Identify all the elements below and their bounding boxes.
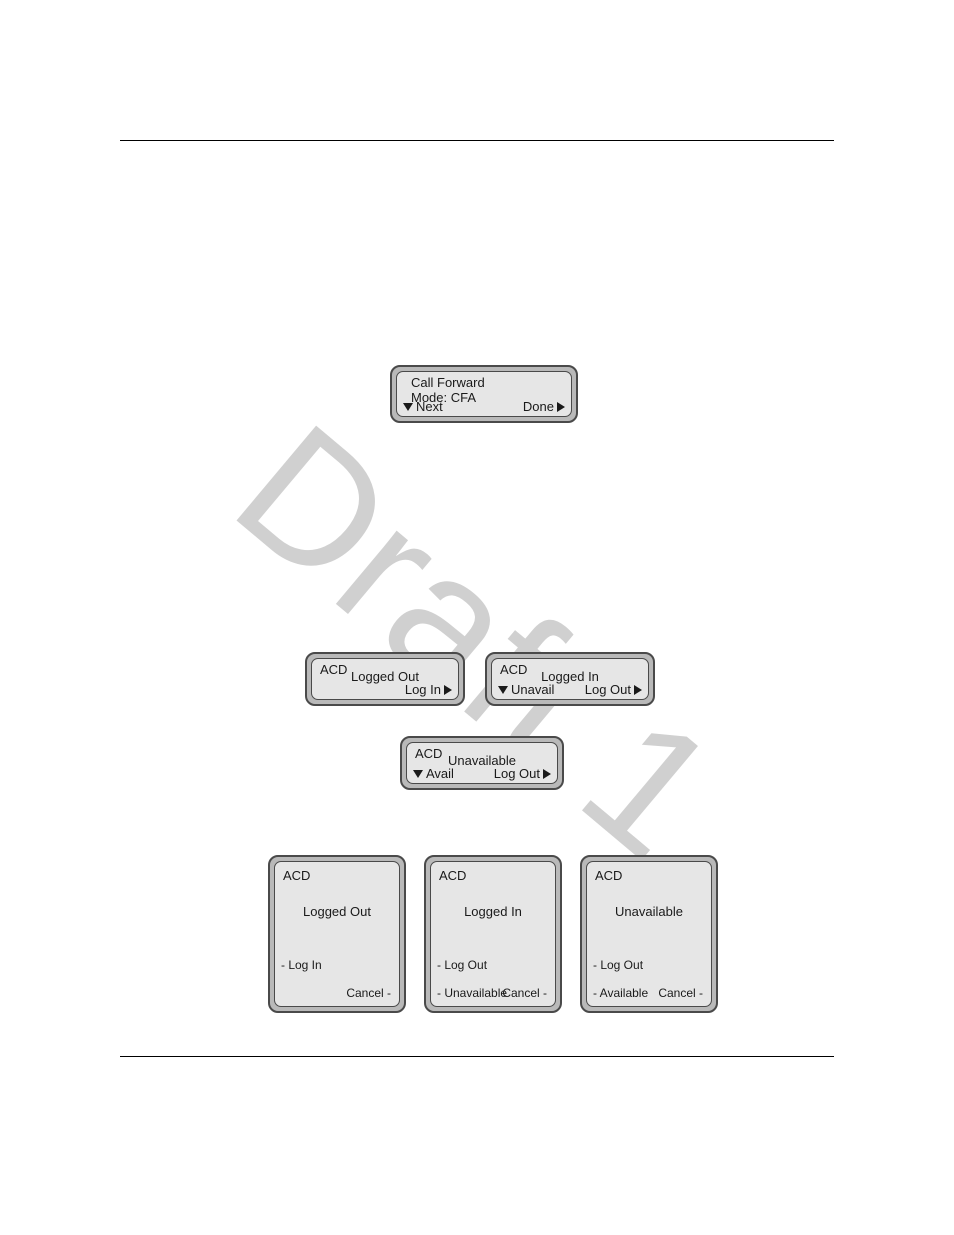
- login-label: Log In: [405, 682, 441, 697]
- cancel-softkey[interactable]: Cancel -: [658, 986, 703, 1000]
- unavail-label: Unavail: [511, 682, 554, 697]
- rule-top: [120, 140, 834, 141]
- menu-item-unavailable[interactable]: - Unavailable: [437, 986, 507, 1000]
- logout-softkey[interactable]: Log Out: [585, 682, 642, 697]
- panel-acd-tall-unavailable: ACD Unavailable - Log Out - Available Ca…: [580, 855, 718, 1013]
- logout-label: Log Out: [494, 766, 540, 781]
- chevron-right-icon: [444, 685, 452, 695]
- menu-item-login[interactable]: - Log In: [281, 958, 322, 972]
- acd-status: Logged Out: [275, 904, 399, 919]
- page: Draft 1 Call Forward Mode: CFA Next Done…: [0, 0, 954, 1235]
- cf-line1: Call Forward: [411, 375, 485, 390]
- chevron-right-icon: [634, 685, 642, 695]
- panel-acd-unavailable: ACD Unavailable Avail Log Out: [400, 736, 564, 790]
- cf-done-label: Done: [523, 399, 554, 414]
- panel-call-forward: Call Forward Mode: CFA Next Done: [390, 365, 578, 423]
- cancel-softkey[interactable]: Cancel -: [502, 986, 547, 1000]
- avail-label: Avail: [426, 766, 454, 781]
- acd-title: ACD: [595, 868, 622, 883]
- watermark: Draft 1: [198, 385, 756, 900]
- acd-status: Unavailable: [587, 904, 711, 919]
- panel-acd-logged-in: ACD Logged In Unavail Log Out: [485, 652, 655, 706]
- unavail-softkey[interactable]: Unavail: [498, 682, 554, 697]
- cf-next-label: Next: [416, 399, 443, 414]
- avail-softkey[interactable]: Avail: [413, 766, 454, 781]
- menu-item-available[interactable]: - Available: [593, 986, 648, 1000]
- login-softkey[interactable]: Log In: [405, 682, 452, 697]
- menu-item-logout[interactable]: - Log Out: [437, 958, 487, 972]
- acd-title: ACD: [283, 868, 310, 883]
- menu-item-logout[interactable]: - Log Out: [593, 958, 643, 972]
- rule-bottom: [120, 1056, 834, 1057]
- panel-acd-tall-logged-out: ACD Logged Out - Log In Cancel -: [268, 855, 406, 1013]
- chevron-down-icon: [403, 403, 413, 411]
- cancel-softkey[interactable]: Cancel -: [346, 986, 391, 1000]
- chevron-down-icon: [413, 770, 423, 778]
- acd-title: ACD: [439, 868, 466, 883]
- cf-done-softkey[interactable]: Done: [523, 399, 565, 414]
- panel-acd-logged-out: ACD Logged Out Log In: [305, 652, 465, 706]
- chevron-right-icon: [543, 769, 551, 779]
- chevron-right-icon: [557, 402, 565, 412]
- cf-next-softkey[interactable]: Next: [403, 399, 443, 414]
- acd-status: Logged In: [431, 904, 555, 919]
- panel-acd-tall-logged-in: ACD Logged In - Log Out - Unavailable Ca…: [424, 855, 562, 1013]
- logout-label: Log Out: [585, 682, 631, 697]
- chevron-down-icon: [498, 686, 508, 694]
- logout-softkey[interactable]: Log Out: [494, 766, 551, 781]
